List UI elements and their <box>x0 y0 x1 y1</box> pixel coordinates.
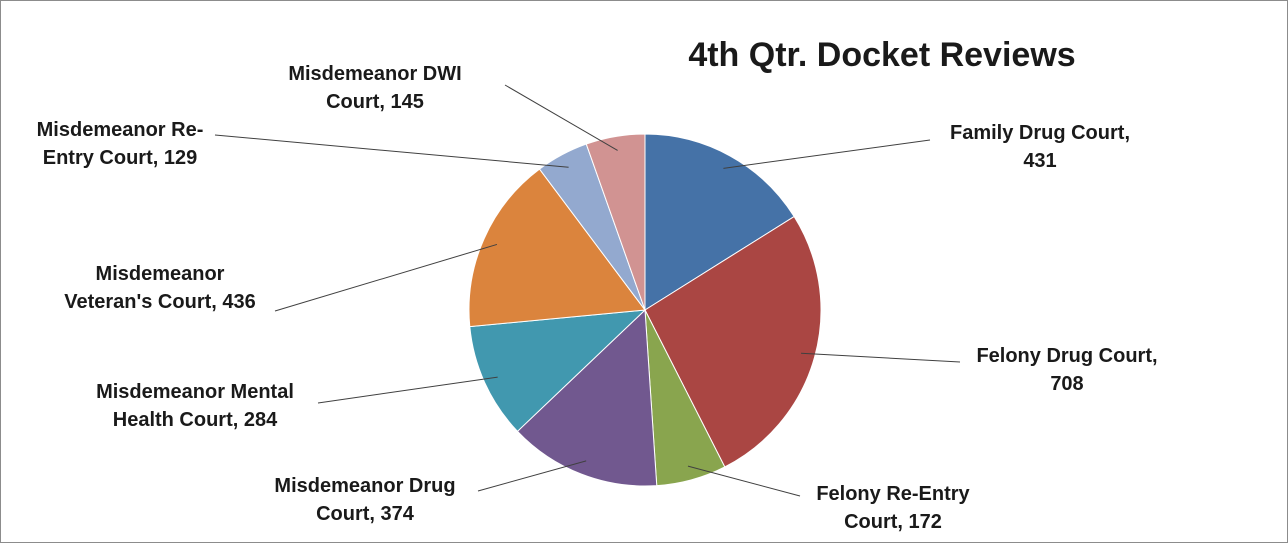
data-labels: Family Drug Court, 431 Felony Drug Court, 7… <box>37 63 1158 533</box>
pie-slices <box>468 133 822 487</box>
leader-line-felony-drug-court-708 <box>801 352 961 363</box>
leader-line-misdemeanor-veteran-s-court-436 <box>274 243 498 312</box>
leader-line-misdemeanor-dwi-court-145 <box>504 84 618 151</box>
data-label-misdemeanor-drug-court-374: Misdemeanor Drug Court, 374 <box>274 475 455 525</box>
leader-line-misdemeanor-re-entry-court-129 <box>214 134 569 168</box>
data-label-misdemeanor-mental-health-court-284: Misdemeanor Mental Health Court, 284 <box>96 381 294 431</box>
data-label-felony-re-entry-court-172: Felony Re-Entry Court, 172 <box>816 483 970 533</box>
pie-slice-misdemeanor-mental-health-court-284 <box>469 309 647 433</box>
leader-line-family-drug-court-431 <box>723 139 931 169</box>
chart-title: 4th Qtr. Docket Reviews <box>688 36 1075 74</box>
leader-line-misdemeanor-mental-health-court-284 <box>317 376 498 404</box>
data-label-misdemeanor-re-entry-court-129: Misdemeanor Re-Entry Court, 129 <box>37 119 204 169</box>
pie-slice-felony-drug-court-708 <box>644 215 822 468</box>
leader-lines <box>214 84 961 497</box>
leader-line-felony-re-entry-court-172 <box>687 465 801 497</box>
data-label-family-drug-court-431: Family Drug Court, 431 <box>950 122 1130 172</box>
pie-slice-misdemeanor-drug-court-374 <box>516 308 658 487</box>
data-label-misdemeanor-veteran-s-court-436: Misdemeanor Veteran's Court, 436 <box>64 263 256 313</box>
pie-slice-misdemeanor-veteran-s-court-436 <box>468 168 646 328</box>
data-label-felony-drug-court-708: Felony Drug Court, 708 <box>976 345 1157 395</box>
data-label-misdemeanor-dwi-court-145: Misdemeanor DWI Court, 145 <box>288 63 461 113</box>
pie-slice-misdemeanor-dwi-court-145 <box>585 133 646 311</box>
leader-line-misdemeanor-drug-court-374 <box>477 460 587 492</box>
pie-slice-family-drug-court-431 <box>644 133 795 311</box>
